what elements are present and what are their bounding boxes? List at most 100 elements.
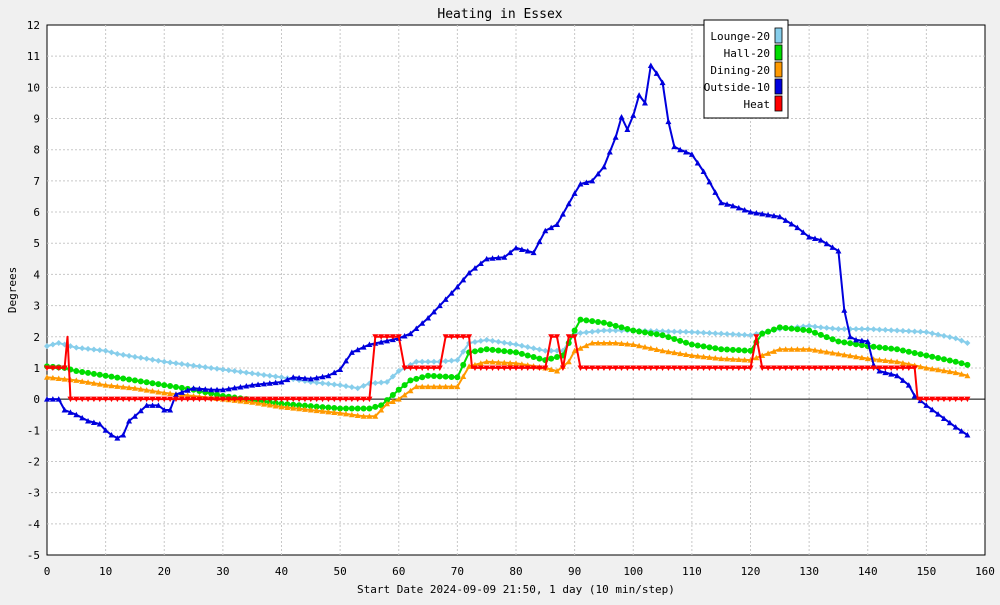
data-point-lounge-20	[184, 361, 191, 368]
data-point-lounge-20	[513, 341, 519, 348]
y-tick-label: 8	[33, 144, 40, 157]
data-point-lounge-20	[196, 363, 203, 370]
data-point-heat	[167, 396, 174, 403]
data-point-outside-10	[126, 417, 133, 424]
data-point-heat	[407, 365, 414, 371]
data-point-hall-20	[718, 346, 725, 353]
data-point-outside-10	[548, 224, 555, 231]
data-point-hall-20	[712, 345, 719, 352]
data-point-heat	[342, 396, 349, 403]
data-point-hall-20	[583, 317, 590, 324]
data-point-dining-20	[958, 371, 965, 377]
data-point-outside-10	[331, 369, 338, 376]
data-point-hall-20	[636, 328, 643, 335]
data-point-heat	[806, 365, 813, 371]
x-tick-label: 70	[451, 565, 464, 578]
data-point-outside-10	[952, 424, 959, 430]
data-point-heat	[425, 365, 432, 371]
data-point-hall-20	[964, 361, 971, 368]
data-point-outside-10	[735, 204, 742, 211]
data-point-outside-10	[489, 255, 496, 261]
data-point-heat	[137, 396, 144, 403]
data-point-outside-10	[501, 254, 508, 260]
data-point-lounge-20	[49, 341, 56, 348]
data-point-outside-10	[44, 396, 50, 402]
data-point-dining-20	[577, 345, 584, 351]
data-point-hall-20	[841, 339, 848, 346]
data-point-outside-10	[85, 417, 92, 424]
data-point-heat	[788, 365, 795, 371]
data-point-heat	[905, 365, 912, 371]
x-tick-label: 110	[682, 565, 702, 578]
data-point-heat	[589, 365, 596, 371]
data-point-dining-20	[313, 407, 320, 414]
data-point-dining-20	[876, 356, 883, 363]
data-point-lounge-20	[389, 373, 396, 380]
data-point-heat	[354, 396, 361, 403]
data-point-hall-20	[624, 325, 631, 332]
data-point-outside-10	[911, 393, 918, 399]
data-point-lounge-20	[477, 337, 484, 344]
data-point-heat	[524, 365, 531, 371]
data-point-lounge-20	[694, 329, 701, 336]
data-point-heat	[389, 334, 396, 340]
data-point-outside-10	[184, 387, 191, 393]
data-point-heat	[747, 365, 754, 371]
data-point-hall-20	[683, 339, 690, 346]
data-point-dining-20	[665, 348, 672, 355]
data-point-hall-20	[788, 325, 795, 332]
data-point-outside-10	[858, 337, 865, 344]
data-point-dining-20	[554, 368, 561, 374]
data-point-heat	[448, 334, 455, 340]
y-tick-label: 6	[33, 206, 40, 219]
data-point-heat	[96, 396, 103, 403]
data-point-outside-10	[161, 407, 168, 413]
data-point-dining-20	[290, 405, 297, 411]
y-tick-label: 1	[33, 362, 40, 375]
data-point-hall-20	[442, 373, 449, 380]
data-point-heat	[55, 365, 62, 371]
data-point-outside-10	[653, 70, 660, 76]
data-point-heat	[266, 396, 273, 403]
data-point-heat	[384, 334, 391, 340]
data-point-outside-10	[255, 381, 262, 387]
data-point-dining-20	[583, 342, 590, 349]
x-tick-label: 50	[334, 565, 347, 578]
data-point-hall-20	[454, 374, 461, 381]
y-axis-label: Degrees	[6, 267, 19, 313]
data-point-lounge-20	[518, 342, 525, 349]
data-point-heat	[624, 365, 631, 371]
data-point-outside-10	[718, 199, 725, 206]
data-point-outside-10	[800, 229, 807, 235]
data-point-hall-20	[589, 318, 596, 325]
data-point-heat	[419, 365, 426, 371]
data-point-hall-20	[524, 352, 531, 359]
data-point-lounge-20	[202, 364, 209, 371]
data-point-dining-20	[184, 392, 191, 398]
x-tick-label: 140	[858, 565, 878, 578]
data-point-hall-20	[747, 347, 754, 354]
data-point-hall-20	[923, 352, 930, 359]
data-point-hall-20	[389, 391, 396, 398]
data-point-hall-20	[296, 402, 303, 409]
data-point-dining-20	[835, 350, 842, 357]
data-point-hall-20	[935, 354, 942, 361]
data-point-hall-20	[571, 327, 578, 334]
data-point-heat	[466, 334, 473, 340]
data-point-hall-20	[161, 382, 168, 389]
data-point-outside-10	[507, 249, 514, 256]
data-point-outside-10	[190, 385, 197, 391]
data-point-dining-20	[108, 382, 115, 389]
data-point-heat	[237, 396, 244, 403]
data-point-dining-20	[630, 341, 637, 348]
data-point-hall-20	[759, 330, 766, 337]
data-point-heat	[706, 365, 713, 371]
data-point-outside-10	[524, 248, 531, 254]
data-point-lounge-20	[876, 326, 883, 333]
data-point-hall-20	[911, 349, 918, 356]
data-point-dining-20	[331, 409, 338, 416]
data-point-outside-10	[724, 201, 731, 207]
data-point-hall-20	[724, 346, 731, 353]
data-point-lounge-20	[712, 330, 719, 337]
data-point-dining-20	[653, 346, 660, 353]
